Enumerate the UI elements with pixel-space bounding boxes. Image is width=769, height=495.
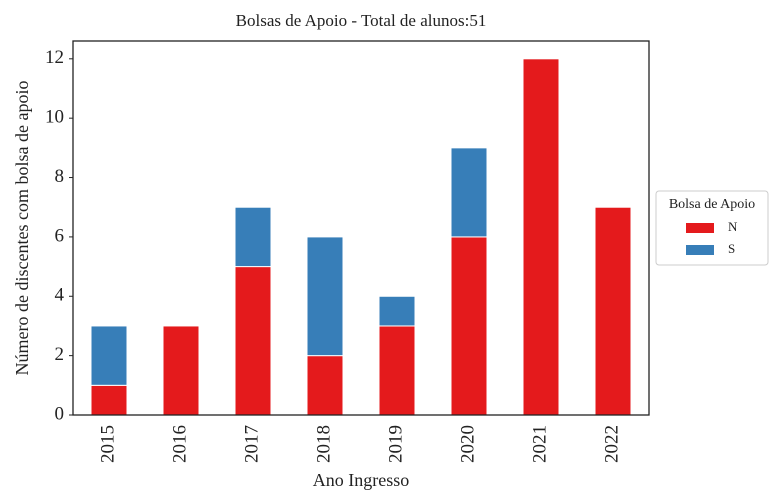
x-tick-label: 2016 (169, 425, 190, 463)
legend-label: S (728, 241, 735, 256)
x-tick-label: 2018 (313, 425, 334, 463)
y-tick-label: 2 (55, 344, 65, 365)
bar-segment (90, 384, 128, 416)
y-axis-label: Número de discentes com bolsa de apoio (12, 81, 32, 376)
x-tick-label: 2019 (385, 425, 406, 463)
bar-segment (450, 236, 488, 416)
bar-segment (594, 206, 632, 416)
bar-segment (234, 266, 272, 416)
plot-frame (72, 40, 650, 416)
legend-title: Bolsa de Apoio (669, 197, 755, 212)
bar-segment (378, 325, 416, 416)
legend-swatch (686, 245, 714, 255)
bar-segment (450, 147, 488, 238)
chart-title: Bolsas de Apoio - Total de alunos:51 (236, 11, 487, 30)
bar-segment (90, 325, 128, 386)
x-tick-label: 2021 (529, 425, 550, 463)
bar-segment (234, 206, 272, 268)
bar-segment (162, 325, 200, 416)
x-tick-label: 2015 (97, 425, 118, 463)
bar-segment (522, 58, 560, 416)
y-tick-label: 4 (55, 285, 65, 306)
x-tick-label: 2022 (601, 425, 622, 463)
y-tick-label: 8 (55, 166, 65, 187)
legend-label: N (728, 219, 738, 234)
x-axis-label: Ano Ingresso (313, 470, 410, 490)
y-tick-label: 6 (55, 225, 65, 246)
x-tick-label: 2017 (241, 425, 262, 463)
bar-segment (306, 355, 344, 416)
x-tick-label: 2020 (457, 425, 478, 463)
y-tick-label: 12 (45, 47, 64, 68)
bar-segment (306, 236, 344, 357)
legend-swatch (686, 223, 714, 233)
bar-segment (378, 295, 416, 327)
y-tick-label: 0 (55, 403, 65, 424)
y-tick-label: 10 (45, 107, 64, 128)
